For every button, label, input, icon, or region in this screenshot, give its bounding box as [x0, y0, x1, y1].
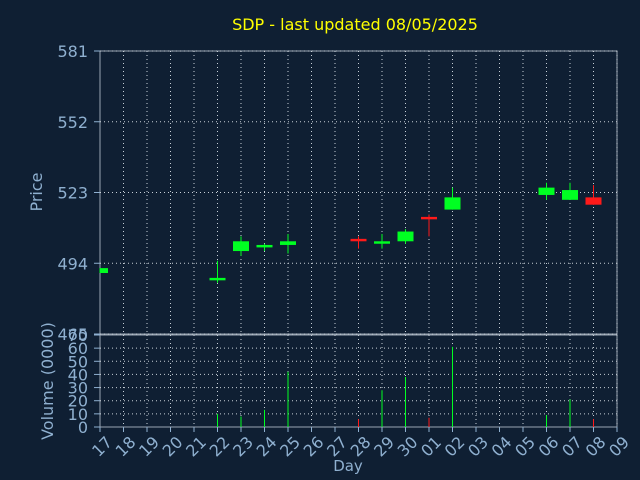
- volume-tick-label: 0: [78, 418, 88, 437]
- candle-body: [280, 241, 296, 245]
- chart-title: SDP - last updated 08/05/2025: [232, 15, 478, 34]
- candle-body: [585, 197, 602, 205]
- volume-tick-label: 20: [68, 392, 88, 411]
- candle-body: [538, 187, 555, 195]
- candle-body: [256, 244, 273, 248]
- volume-plot-frame: [99, 334, 618, 428]
- volume-tick-label: 10: [68, 405, 88, 424]
- price-tick-label: 523: [57, 184, 88, 203]
- price-tick-label: 552: [57, 113, 88, 132]
- candle-body: [397, 231, 414, 242]
- x-axis-label: Day: [333, 457, 363, 475]
- candle-body: [233, 241, 249, 252]
- volume-tick-label: 70: [68, 326, 88, 345]
- volume-tick-label: 50: [68, 352, 88, 371]
- x-tick-label: 09: [605, 433, 633, 461]
- candle-body: [562, 190, 578, 200]
- candle-body: [209, 277, 226, 281]
- candle-body: [374, 241, 390, 244]
- candle-body: [100, 268, 108, 274]
- volume-tick-label: 30: [68, 379, 88, 398]
- volume-tick-label: 40: [68, 365, 88, 384]
- price-tick-label: 581: [57, 42, 88, 61]
- price-panel: 465 494 523 552 581: [57, 42, 618, 344]
- candle-body: [350, 238, 367, 242]
- candle-body: [421, 216, 437, 220]
- price-axis-label: Price: [27, 172, 46, 211]
- volume-axis-label: Volume (0000): [38, 322, 57, 440]
- volume-tick-label: 60: [68, 339, 88, 358]
- x-axis: 1718192021222324252627282930010203040506…: [88, 427, 633, 460]
- price-tick-label: 465: [57, 325, 88, 344]
- price-tick-label: 494: [57, 254, 88, 273]
- candle-body: [444, 197, 461, 210]
